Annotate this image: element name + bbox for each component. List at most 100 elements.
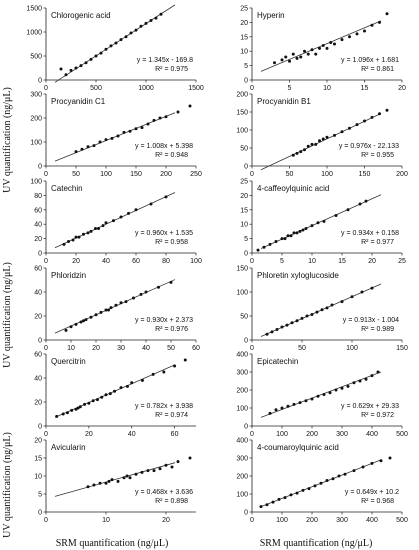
data-point [358, 379, 362, 383]
data-point [164, 463, 168, 467]
data-point [322, 219, 326, 223]
data-point [74, 322, 78, 326]
data-point [334, 214, 338, 218]
data-point [370, 23, 374, 27]
data-point [176, 460, 180, 464]
x-tick-label: 0 [250, 345, 254, 352]
data-point [307, 487, 311, 491]
data-point [169, 280, 173, 284]
data-point [274, 408, 278, 412]
data-point [114, 303, 118, 307]
y-tick-label: 0 [38, 510, 42, 517]
data-point [273, 61, 276, 65]
regression-line [260, 113, 382, 171]
data-point [71, 238, 75, 242]
data-point [89, 57, 93, 61]
data-point [107, 479, 111, 483]
panel-title: 4-caffeoylquinic acid [257, 184, 329, 193]
data-point [348, 35, 351, 39]
y-tick-label: 0 [244, 338, 248, 345]
data-point [130, 381, 134, 385]
x-tick-label: 0 [44, 517, 48, 524]
data-point [95, 398, 99, 402]
data-point [304, 227, 308, 231]
y-tick-label: 20 [34, 438, 42, 445]
y-tick-label: 60 [34, 207, 42, 214]
data-point [134, 127, 138, 131]
data-point [116, 134, 120, 138]
scatter-panel: 0 500 1000 1500 0 500 1000 1500 Chlorogenic acid… [26, 4, 204, 92]
y-tick-label: 0 [244, 424, 248, 431]
x-tick-label: 0 [44, 345, 48, 352]
data-point [256, 248, 260, 252]
x-tick-label: 500 [90, 85, 102, 92]
x-tick-label: 0 [44, 171, 48, 178]
scatter-panel: 0 20 40 60 0 20 40 60 Quercitrin y = 0.782x + 3.9… [34, 352, 196, 438]
x-tick-label: 15 [361, 85, 369, 92]
x-tick-label: 1000 [138, 85, 154, 92]
data-point [378, 112, 381, 116]
data-point [295, 231, 299, 235]
data-point [92, 144, 96, 148]
data-point [340, 386, 344, 390]
data-point [283, 496, 287, 500]
y-tick-label: 300 [30, 92, 42, 99]
data-point [313, 484, 317, 488]
data-point [101, 224, 105, 228]
y-tick-label: 1000 [26, 30, 42, 37]
y-tick-label: 100 [236, 492, 248, 499]
x-tick-label: 40 [128, 431, 136, 438]
data-point [285, 323, 289, 327]
y-tick-label: 0 [38, 164, 42, 171]
y-tick-label: 25 [240, 179, 248, 186]
x-tick-label: 60 [171, 431, 179, 438]
y-tick-label: 150 [236, 110, 248, 117]
data-point [113, 389, 117, 393]
data-point [306, 52, 310, 56]
data-point [86, 231, 90, 235]
data-point [286, 404, 290, 408]
data-point [74, 150, 78, 154]
data-point [334, 388, 338, 392]
data-point [385, 108, 389, 112]
data-point [159, 12, 163, 16]
regression-equation: y = 0.468x + 3.636 [135, 489, 193, 496]
data-point [82, 319, 85, 323]
data-point [289, 234, 293, 238]
r-squared-label: R² = 0.975 [155, 66, 188, 73]
y-tick-label: 60 [34, 266, 42, 273]
x-tick-label: 300 [336, 431, 348, 438]
x-tick-label: 20 [92, 345, 100, 352]
y-axis-label-left-bottom: UV quantification (ng/μL) [2, 432, 13, 538]
data-point [325, 306, 329, 310]
x-tick-label: 200 [306, 431, 318, 438]
data-point [104, 481, 108, 485]
x-tick-label: 60 [192, 345, 200, 352]
x-tick-label: 5 [280, 258, 284, 265]
data-point [77, 235, 81, 239]
y-tick-label: 200 [236, 92, 248, 99]
data-point [333, 42, 336, 46]
data-point [98, 140, 102, 144]
data-point [116, 479, 120, 483]
data-point [330, 303, 334, 307]
data-point [157, 285, 160, 289]
data-point [128, 129, 132, 133]
data-point [295, 151, 299, 155]
panel-title: Phloretin xyloglucoside [257, 271, 339, 280]
data-point [370, 374, 374, 378]
data-point [358, 202, 362, 206]
data-point [80, 147, 84, 151]
x-axis-label-left: SRM quantification (ng/μL) [56, 538, 169, 549]
x-tick-label: 150 [130, 171, 142, 178]
data-point [301, 228, 305, 232]
x-tick-label: 400 [366, 431, 378, 438]
data-point [310, 48, 314, 52]
data-point [84, 318, 88, 322]
y-tick-label: 150 [236, 266, 248, 273]
x-tick-label: 10 [323, 85, 331, 92]
data-point [124, 35, 128, 39]
data-point [70, 408, 74, 412]
data-point [295, 319, 299, 323]
data-point [314, 142, 318, 146]
